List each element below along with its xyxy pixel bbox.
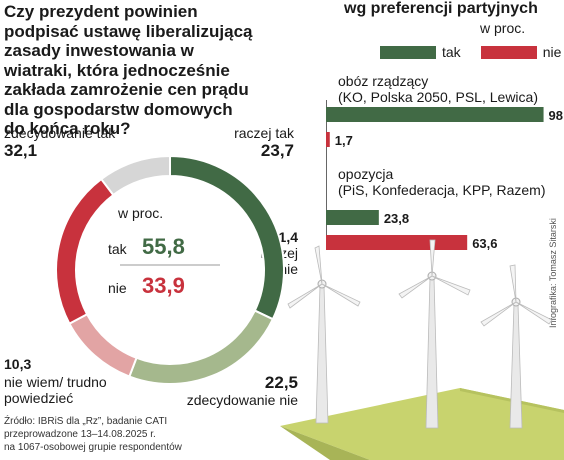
source-note: Źródło: IBRiS dla „Rz”, badanie CATI prz… [4,415,182,454]
donut-segment-3 [55,177,115,326]
segment-label-group-raczej-tak: raczej tak 23,7 [234,125,294,160]
group-label-opozycja: opozycja (PiS, Konfederacja, KPP, Razem) [338,166,546,198]
group-subtitle: (PiS, Konfederacja, KPP, Razem) [338,182,546,198]
legend: tak nie [380,44,561,60]
legend-label-tak: tak [442,44,461,60]
chart-question: Czy prezydent powinien podpisać ustawę l… [4,2,253,138]
donut-summary-nie: nie 33,9 [108,273,185,299]
segment-label: raczej tak [234,125,294,141]
donut-segments [55,154,285,385]
donut-segment-2 [68,312,138,378]
field-side [280,426,370,460]
wind-turbines-illustration [280,239,564,460]
segment-label: zdecydowanie tak [4,125,116,141]
segment-value: 23,7 [260,141,294,160]
source-line-1: Źródło: IBRiS dla „Rz”, badanie CATI [4,416,168,427]
donut-summary-value: 55,8 [142,234,185,259]
donut-segment-4 [99,154,171,197]
bar-chart: 98 23,8 1,7 63,6 [326,100,563,250]
donut-summary-label: nie [108,280,127,296]
group-title: obóz rządzący [338,73,429,89]
source-line-3: na 1067-osobowej grupie respondentów [4,442,182,453]
segment-value: 22,5 [264,373,298,392]
donut-summary-value: 33,9 [142,273,185,298]
donut-summary-tak: tak 55,8 [108,234,185,260]
bar-marks: 98 23,8 1,7 63,6 [326,107,563,250]
source-line-2: przeprowadzone 13–14.08.2025 r. [4,429,156,440]
right-panel-unit: w proc. [480,20,526,36]
donut-summary-label: tak [108,241,127,257]
donut-segment-1 [128,309,275,385]
bar-value-label: 98 [549,108,563,123]
wind-turbine-1 [287,245,361,424]
legend-label-nie: nie [542,44,562,60]
donut-segment-0 [169,154,285,321]
group-title: opozycja [338,166,394,182]
bar-tak-1 [326,210,379,225]
right-panel-title: wg preferencji partyjnych [344,0,538,17]
bar-nie-0 [326,132,330,147]
legend-swatch-nie [480,45,537,59]
segment-label-group-zdecydowanie-nie: 22,5 zdecydowanie nie [178,373,298,408]
bar-value-label: 1,7 [335,133,353,148]
legend-swatch-tak [380,45,436,59]
segment-value: 10,3 [4,356,32,372]
segment-value: 32,1 [4,141,38,160]
segment-label: nie wiem/ trudno powiedzieć [4,374,107,406]
bar-tak-0 [326,107,544,122]
segment-label-group-nie-wiem: 10,3 nie wiem/ trudno powiedzieć [4,355,114,406]
bar-value-label: 23,8 [384,211,409,226]
donut-chart [55,154,285,385]
donut-unit-label: w proc. [118,205,164,221]
wind-turbine-3 [480,264,553,429]
group-label-rzad: obóz rządzący (KO, Polska 2050, PSL, Lew… [338,73,538,105]
field-top [280,388,564,460]
wind-turbine-2 [398,239,471,429]
segment-label-group-zdecydowanie-tak: zdecydowanie tak 32,1 [4,125,115,160]
group-subtitle: (KO, Polska 2050, PSL, Lewica) [338,89,538,105]
bar-value-label: 63,6 [472,236,497,250]
segment-label: zdecydowanie nie [186,392,298,408]
